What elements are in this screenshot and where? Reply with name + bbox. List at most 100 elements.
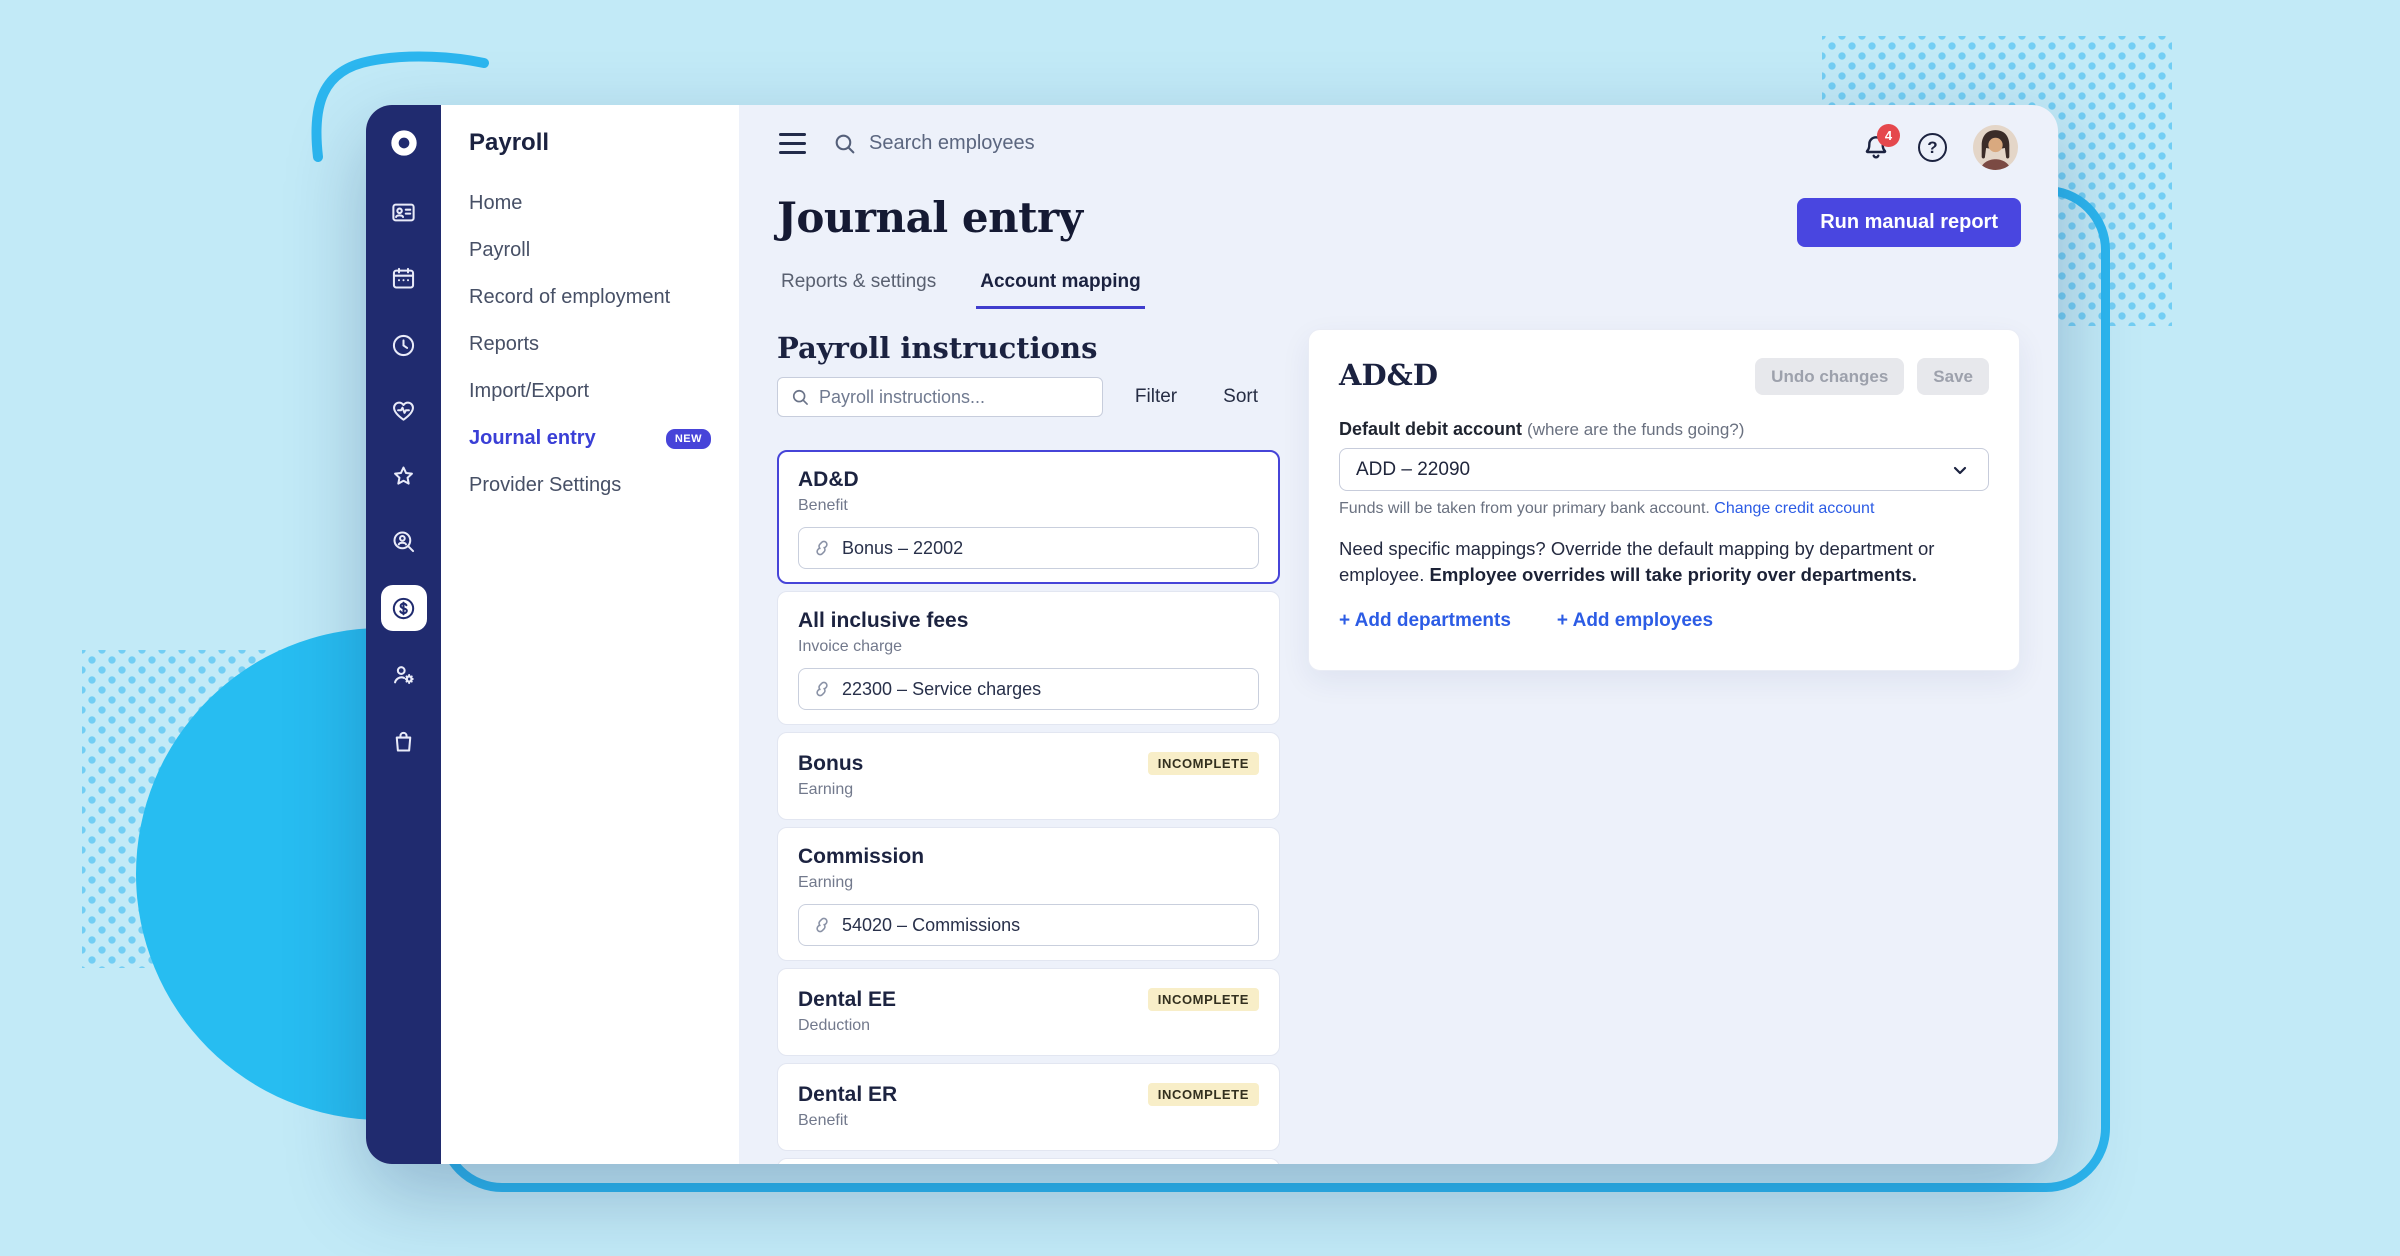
global-search[interactable] (832, 131, 1199, 156)
override-note: Need specific mappings? Override the def… (1339, 536, 1989, 588)
instruction-name: All inclusive fees (798, 609, 969, 632)
instructions-list: AD&D Benefit Bonus – 22002 All inclusive… (777, 450, 1280, 1164)
incomplete-badge: INCOMPLETE (1147, 1083, 1259, 1106)
link-icon (816, 917, 828, 933)
sidebar-item-label: Record of employment (469, 286, 671, 308)
star-icon (394, 465, 413, 485)
brand-logo (390, 130, 417, 156)
global-search-input[interactable] (869, 132, 1199, 155)
nav-time-icon-button[interactable] (381, 322, 427, 368)
search-user-icon (393, 530, 415, 552)
sidebar-item-payroll[interactable]: Payroll (441, 227, 739, 274)
id-card-icon (392, 203, 415, 221)
nav-payroll-money-icon-button[interactable] (380, 585, 427, 631)
instructions-search-input[interactable] (819, 386, 1090, 408)
nav-find-people-icon-button[interactable] (381, 518, 427, 564)
detail-title: AD&D (1339, 358, 1438, 392)
list-item-dental-er[interactable]: Dental ER Benefit INCOMPLETE (777, 1063, 1280, 1151)
sidebar-item-label: Home (469, 192, 523, 214)
instruction-name: Bonus (798, 752, 864, 775)
sidebar-item-label: Payroll (469, 239, 531, 261)
funds-note: Funds will be taken from your primary ba… (1339, 500, 1710, 517)
account-label: 22300 – Service charges (842, 678, 1042, 699)
clock-icon (392, 334, 415, 356)
list-item-dental-ee[interactable]: Dental EE Deduction INCOMPLETE (777, 968, 1280, 1056)
sort-button[interactable]: Sort (1223, 386, 1258, 407)
incomplete-badge: INCOMPLETE (1147, 752, 1259, 775)
account-mapping-field[interactable]: 54020 – Commissions (798, 904, 1259, 946)
nav-favorites-icon-button[interactable] (381, 453, 427, 499)
user-avatar[interactable] (1973, 125, 2018, 170)
tab-reports-settings[interactable]: Reports & settings (781, 271, 937, 292)
tab-account-mapping[interactable]: Account mapping (976, 271, 1145, 309)
search-icon (792, 389, 808, 405)
instruction-type: Benefit (798, 497, 848, 514)
list-item-commission[interactable]: Commission Earning 54020 – Commissions (777, 827, 1280, 961)
filter-button[interactable]: Filter (1134, 386, 1178, 407)
shopping-bag-icon (395, 731, 412, 752)
debit-account-label-text: Default debit account (1339, 419, 1523, 439)
sidebar-item-import-export[interactable]: Import/Export (441, 368, 739, 415)
detail-header: AD&D Undo changes Save (1339, 358, 1989, 395)
search-icon (835, 134, 855, 154)
account-mapping-field[interactable]: Bonus – 22002 (798, 527, 1259, 569)
user-gear-icon (394, 665, 414, 684)
override-note-text: Need specific mappings? Override the def… (1339, 538, 1935, 585)
change-credit-account-link[interactable]: Change credit account (1714, 500, 1875, 517)
account-mapping-field[interactable]: 22300 – Service charges (798, 668, 1259, 710)
question-mark-icon: ? (1927, 137, 1938, 157)
list-controls: Filter Sort (777, 377, 1280, 417)
nav-employees-icon-button[interactable] (381, 189, 427, 235)
link-icon (816, 681, 828, 697)
list-item-all-inclusive-fees[interactable]: All inclusive fees Invoice charge 22300 … (777, 591, 1280, 725)
instruction-type: Earning (798, 781, 854, 798)
instruction-name: Commission (798, 845, 925, 868)
nav-calendar-icon-button[interactable] (381, 255, 427, 301)
detail-panel: AD&D Undo changes Save Default debit acc… (1308, 329, 2020, 671)
sidebar-title: Payroll (469, 129, 550, 156)
sidebar-item-label: Provider Settings (469, 474, 622, 496)
sidebar-item-home[interactable]: Home (441, 180, 739, 227)
avatar-image (1973, 125, 2018, 170)
nav-admin-icon-button[interactable] (381, 651, 427, 697)
list-item-partial[interactable] (777, 1158, 1280, 1164)
default-debit-account-select[interactable]: ADD – 22090 (1339, 448, 1989, 491)
heart-pulse-icon (393, 401, 414, 421)
menu-toggle-icon[interactable] (779, 133, 806, 154)
list-item-add[interactable]: AD&D Benefit Bonus – 22002 (777, 450, 1280, 584)
help-button[interactable]: ? (1918, 133, 1947, 162)
new-badge: NEW (665, 428, 711, 449)
list-item-bonus[interactable]: Bonus Earning INCOMPLETE (777, 732, 1280, 820)
app-window: Payroll Home Payroll Record of employmen… (366, 105, 2058, 1164)
sidebar-item-record-of-employment[interactable]: Record of employment (441, 274, 739, 321)
notifications-button[interactable]: 4 (1860, 123, 1900, 164)
calendar-icon (392, 267, 415, 289)
topbar-left (779, 131, 1199, 156)
nav-company-icon-button[interactable] (381, 718, 427, 764)
decor-squiggle (311, 51, 489, 162)
nav-benefits-icon-button[interactable] (381, 387, 427, 433)
add-departments-link[interactable]: + Add departments (1339, 610, 1511, 631)
instructions-heading: Payroll instructions (777, 331, 1098, 365)
incomplete-badge: INCOMPLETE (1147, 988, 1259, 1011)
sidebar-item-provider-settings[interactable]: Provider Settings (441, 462, 739, 509)
chevron-down-icon (1953, 466, 1967, 474)
instructions-search[interactable] (777, 377, 1103, 417)
coin-dollar-icon (392, 597, 415, 619)
account-label: Bonus – 22002 (842, 537, 964, 558)
notification-count-badge: 4 (1877, 123, 1900, 147)
topbar-right: 4 ? (1860, 123, 2018, 170)
undo-changes-button[interactable]: Undo changes (1755, 358, 1905, 395)
icon-rail (366, 105, 441, 1164)
sidebar-item-reports[interactable]: Reports (441, 321, 739, 368)
instruction-type: Benefit (798, 1112, 848, 1129)
instruction-type: Deduction (798, 1017, 871, 1034)
run-manual-report-button[interactable]: Run manual report (1797, 198, 2021, 247)
add-employees-link[interactable]: + Add employees (1556, 610, 1714, 631)
funds-helper: Funds will be taken from your primary ba… (1339, 500, 1989, 518)
save-button[interactable]: Save (1917, 358, 1989, 395)
link-icon (816, 540, 828, 556)
sidebar-item-journal-entry[interactable]: Journal entry NEW (441, 415, 739, 462)
sidebar: Payroll Home Payroll Record of employmen… (441, 105, 739, 1164)
